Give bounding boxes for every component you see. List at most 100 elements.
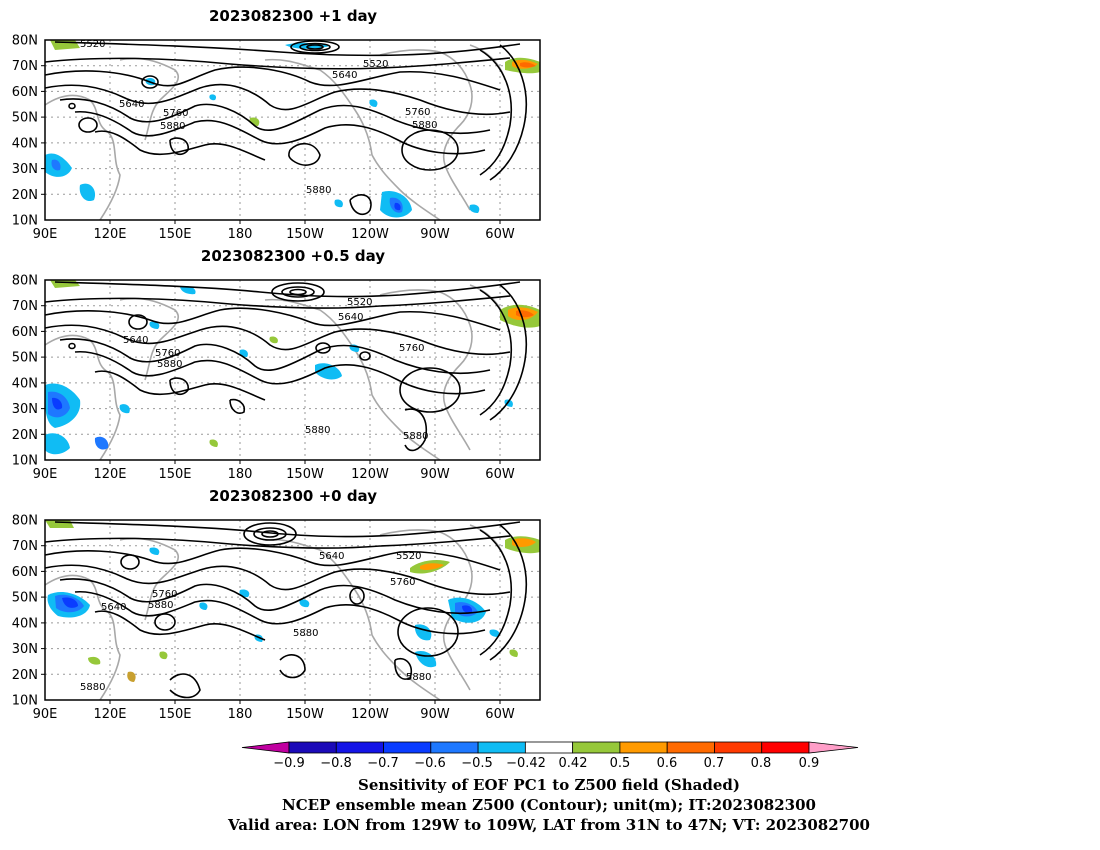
colorbar-arrow-low bbox=[241, 741, 290, 754]
contour-label: 5640 bbox=[338, 312, 363, 323]
contour-label: 5640 bbox=[123, 335, 148, 346]
colorbar-box bbox=[383, 741, 432, 754]
lat-label: 70N bbox=[12, 299, 38, 314]
colorbar-tick-labels: −0.9 −0.8 −0.7 −0.6 −0.5 −0.42 0.42 0.5 … bbox=[273, 756, 819, 771]
contour-label: 5640 bbox=[101, 602, 126, 613]
colorbar-tick-label: 0.7 bbox=[704, 756, 725, 771]
panel-2-frame bbox=[44, 279, 541, 461]
contour-label: 5880 bbox=[293, 628, 318, 639]
colorbar-boxes bbox=[241, 741, 859, 754]
lon-label: 90E bbox=[33, 707, 58, 722]
panel-3-frame bbox=[44, 519, 541, 701]
colorbar-tick-label: 0.5 bbox=[610, 756, 631, 771]
contour-label: 5760 bbox=[155, 348, 180, 359]
contour-label: 5880 bbox=[305, 425, 330, 436]
contour-label: 5880 bbox=[403, 431, 428, 442]
colorbar-box bbox=[430, 741, 479, 754]
panel-1-contours bbox=[44, 40, 528, 216]
lon-label: 120E bbox=[93, 707, 126, 722]
colorbar-tick-label: 0.9 bbox=[799, 756, 820, 771]
colorbar-box bbox=[335, 741, 384, 754]
lat-label: 10N bbox=[12, 694, 38, 709]
colorbar-tick-label: −0.8 bbox=[320, 756, 352, 771]
lat-label: 40N bbox=[12, 616, 38, 631]
lat-label: 50N bbox=[12, 591, 38, 606]
contour-label: 5760 bbox=[405, 107, 430, 118]
lat-label: 30N bbox=[12, 642, 38, 657]
panel-2-shading bbox=[45, 280, 540, 455]
contour-label: 5520 bbox=[363, 59, 388, 70]
colorbar-tick-label: −0.6 bbox=[414, 756, 446, 771]
lat-label: 60N bbox=[12, 565, 38, 580]
contour-label: 5880 bbox=[406, 672, 431, 683]
panel-3-lat-labels: 10N 20N 30N 40N 50N 60N 70N 80N bbox=[12, 514, 38, 709]
panel-3-title: 2023082300 +0 day bbox=[209, 487, 377, 505]
panel-2-contours bbox=[44, 281, 528, 452]
panel-1-map-area: 5520 5520 5640 5640 5760 5760 5880 5880 … bbox=[44, 39, 540, 221]
contour-label: 5640 bbox=[119, 99, 144, 110]
contour-label: 5760 bbox=[390, 577, 415, 588]
panel-1-lon-labels: 90E 120E 150E 180 150W 120W 90W 60W bbox=[33, 227, 515, 242]
panel-3-ticks bbox=[41, 545, 501, 704]
colorbar-box bbox=[619, 741, 668, 754]
lon-label: 120E bbox=[93, 467, 126, 482]
lon-label: 60W bbox=[485, 467, 515, 482]
lon-label: 180 bbox=[228, 227, 253, 242]
lon-label: 150W bbox=[286, 707, 324, 722]
panel-3-lon-labels: 90E 120E 150E 180 150W 120W 90W 60W bbox=[33, 707, 515, 722]
colorbar-box bbox=[572, 741, 621, 754]
lat-label: 40N bbox=[12, 136, 38, 151]
lon-label: 60W bbox=[485, 227, 515, 242]
panel-2-title: 2023082300 +0.5 day bbox=[201, 247, 385, 265]
panel-1: 2023082300 +1 day bbox=[12, 7, 541, 242]
contour-label: 5880 bbox=[412, 120, 437, 131]
lat-label: 30N bbox=[12, 162, 38, 177]
lon-label: 120W bbox=[351, 227, 389, 242]
contour-label: 5640 bbox=[332, 70, 357, 81]
caption-line-3: Valid area: LON from 129W to 109W, LAT f… bbox=[227, 816, 870, 834]
contour-label: 5880 bbox=[160, 121, 185, 132]
panel-2-map-area: 5520 5640 5640 5760 5760 5880 5880 5880 bbox=[44, 280, 540, 461]
panel-2-lon-labels: 90E 120E 150E 180 150W 120W 90W 60W bbox=[33, 467, 515, 482]
caption-line-1: Sensitivity of EOF PC1 to Z500 field (Sh… bbox=[358, 776, 740, 794]
lon-label: 60W bbox=[485, 707, 515, 722]
colorbar-box bbox=[288, 741, 337, 754]
panel-2-lat-labels: 10N 20N 30N 40N 50N 60N 70N 80N bbox=[12, 274, 38, 469]
lat-label: 10N bbox=[12, 454, 38, 469]
lat-label: 20N bbox=[12, 188, 38, 203]
lat-label: 80N bbox=[12, 514, 38, 529]
contour-label: 5880 bbox=[306, 185, 331, 196]
lat-label: 70N bbox=[12, 59, 38, 74]
lon-label: 120W bbox=[351, 707, 389, 722]
colorbar-box bbox=[761, 741, 810, 754]
contour-label: 5640 bbox=[319, 551, 344, 562]
panel-2-gridlines bbox=[45, 280, 540, 460]
colorbar-box bbox=[666, 741, 715, 754]
contour-label: 5520 bbox=[396, 551, 421, 562]
lat-label: 70N bbox=[12, 539, 38, 554]
contour-label: 5520 bbox=[80, 39, 105, 50]
lat-label: 40N bbox=[12, 376, 38, 391]
contour-label: 5880 bbox=[148, 600, 173, 611]
colorbar-box bbox=[477, 741, 526, 754]
colorbar-tick-label: 0.42 bbox=[559, 756, 588, 771]
lat-label: 20N bbox=[12, 668, 38, 683]
lon-label: 120E bbox=[93, 227, 126, 242]
panel-2-contour-labels: 5520 5640 5640 5760 5760 5880 5880 5880 bbox=[123, 297, 428, 442]
lon-label: 150E bbox=[158, 467, 191, 482]
lon-label: 150E bbox=[158, 707, 191, 722]
colorbar-tick-label: −0.42 bbox=[506, 756, 546, 771]
lon-label: 90W bbox=[420, 707, 450, 722]
lon-label: 90E bbox=[33, 467, 58, 482]
colorbar-arrow-high bbox=[808, 741, 859, 754]
colorbar-tick-label: −0.9 bbox=[273, 756, 305, 771]
lon-label: 90E bbox=[33, 227, 58, 242]
colorbar-tick-label: 0.6 bbox=[657, 756, 678, 771]
panel-3-map-area: 5520 5640 5640 5760 5760 5880 5880 5880 … bbox=[44, 520, 540, 701]
colorbar: −0.9 −0.8 −0.7 −0.6 −0.5 −0.42 0.42 0.5 … bbox=[241, 741, 859, 771]
colorbar-tick-label: −0.5 bbox=[461, 756, 493, 771]
contour-label: 5760 bbox=[163, 108, 188, 119]
lon-label: 180 bbox=[228, 467, 253, 482]
panel-2: 2023082300 +0.5 day bbox=[12, 247, 541, 482]
